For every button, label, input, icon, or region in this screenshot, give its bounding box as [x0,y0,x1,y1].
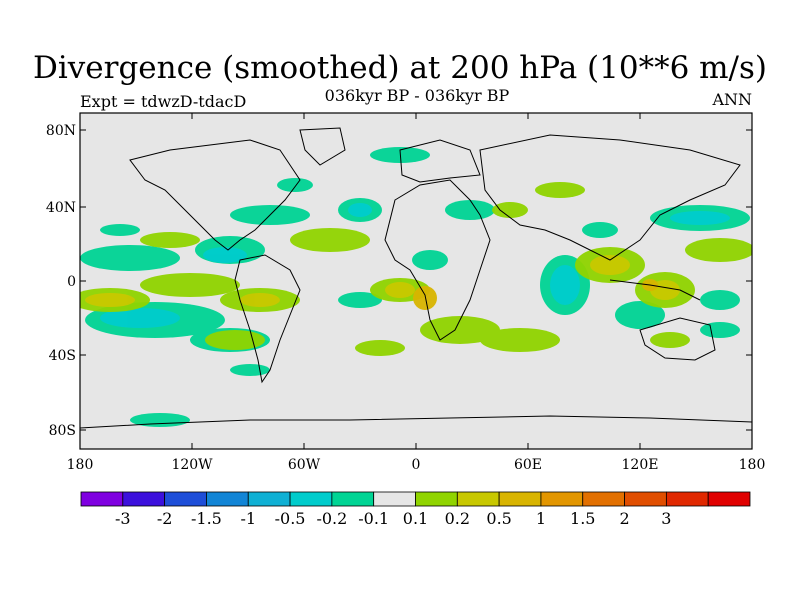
colorbar-label: -2 [157,509,173,528]
experiment-label: Expt = tdwzD-tdacD [80,92,247,111]
colorbar-swatch [247,491,291,507]
colorbar-label: 1.5 [570,509,595,528]
colorbar-label: 2 [619,509,629,528]
lon-tick-label: 60E [514,457,542,473]
colorbar-swatch [331,491,375,507]
lon-tick-label: 180 [67,457,94,473]
colorbar-swatch [582,491,625,507]
latitude-axis: 80N 40N 0 40S 80S [46,123,752,439]
colorbar-label: 3 [661,509,671,528]
lat-tick-label: 0 [67,274,76,290]
colorbar-swatch [164,491,207,507]
colorbar-label: -0.5 [275,509,306,528]
season-label: ANN [712,90,752,109]
colorbar-label: -0.1 [358,509,389,528]
lat-tick-label: 40N [46,200,76,216]
colorbar-swatch [540,491,584,507]
lat-tick-label: 40S [49,348,76,364]
divergence-field [80,147,752,427]
coastlines [80,127,752,429]
colorbar-label: 0.2 [445,509,470,528]
colorbar-swatch [373,491,416,507]
lat-tick-label: 80N [46,123,76,139]
colorbar-swatch [122,491,166,507]
longitude-axis: 180 120W 60W 0 60E 120E 180 [67,113,766,473]
lon-tick-label: 180 [739,457,766,473]
colorbar: -3 -2 -1.5 -1 -0.5 -0.2 -0.1 0.1 0.2 0.5 1 1.5 2 3 [80,491,751,528]
colorbar-label: -1.5 [191,509,222,528]
lon-tick-label: 120E [622,457,659,473]
plot-title: Divergence (smoothed) at 200 hPa (10**6 … [33,50,767,86]
plot-subtitle: 036kyr BP - 036kyr BP [324,86,510,105]
colorbar-swatch [289,491,333,507]
colorbar-swatch [665,491,709,507]
colorbar-label: 1 [536,509,546,528]
colorbar-label: -0.2 [316,509,347,528]
colorbar-label: -3 [115,509,131,528]
colorbar-swatch [415,491,458,507]
colorbar-label: -1 [240,509,256,528]
colorbar-swatch [707,491,751,507]
lon-tick-label: 120W [171,457,213,473]
lon-tick-label: 60W [288,457,321,473]
colorbar-swatch [456,491,500,507]
colorbar-label: 0.5 [486,509,511,528]
colorbar-swatch [206,491,249,507]
colorbar-label: 0.1 [403,509,428,528]
colorbar-swatch [624,491,667,507]
lat-tick-label: 80S [49,423,76,439]
lon-tick-label: 0 [412,457,421,473]
colorbar-swatch [80,491,124,507]
colorbar-swatch [498,491,542,507]
